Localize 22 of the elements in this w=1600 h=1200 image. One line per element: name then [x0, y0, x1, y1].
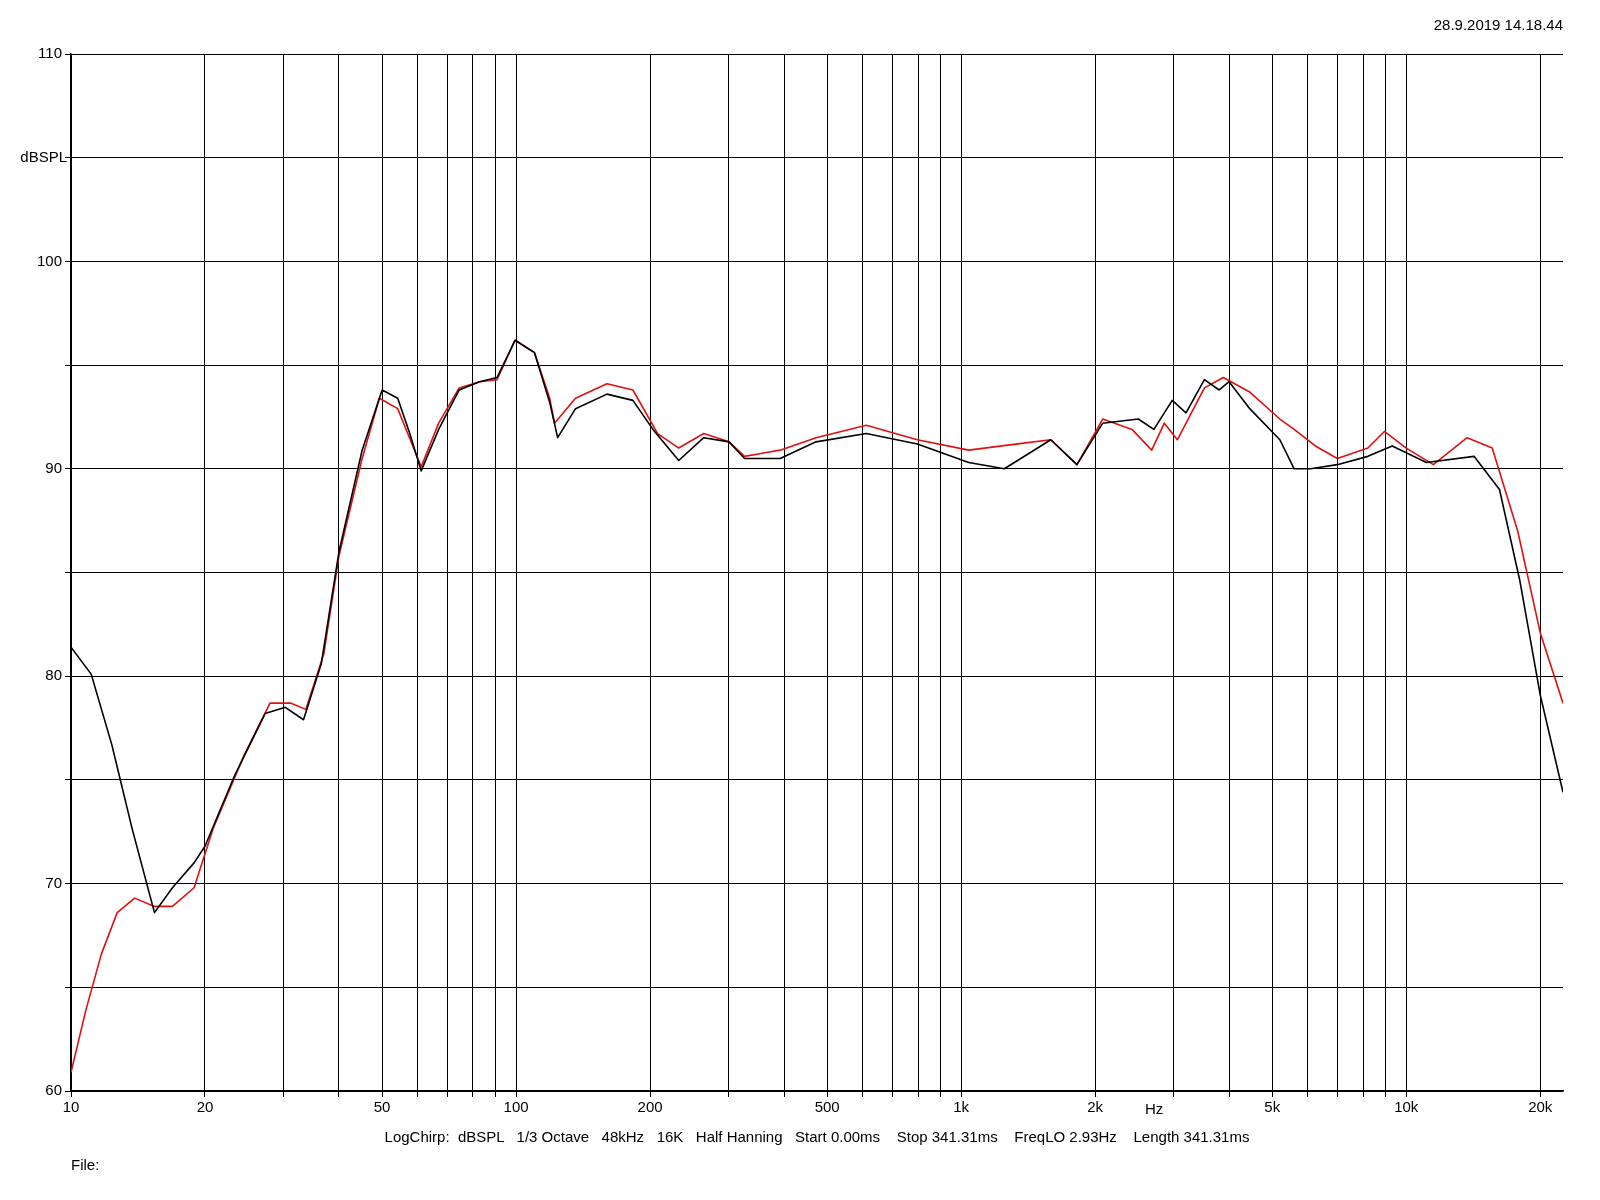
y-tick-label: 70 — [45, 873, 62, 891]
x-tick-label: 100 — [503, 1098, 529, 1116]
x-axis-title: Hz — [1145, 1100, 1164, 1118]
x-tick-label: 10k — [1394, 1098, 1419, 1116]
y-tick-label: 80 — [45, 666, 62, 684]
x-tick-label: 50 — [373, 1098, 391, 1116]
y-tick-label: 60 — [45, 1081, 62, 1099]
x-tick-label: 5k — [1264, 1098, 1281, 1116]
x-tick-label: 200 — [637, 1098, 663, 1116]
text: LogChirp: dBSPL 1/3 Octave 48kHz 16K Half Hanning Start 0.00ms Stop 341.31ms FreqLO 2.93Hz Length 341.31ms — [384, 1128, 1250, 1146]
x-tick-label: 20 — [196, 1098, 214, 1116]
y-tick-label: 110 — [38, 44, 62, 62]
x-tick-label: 10 — [62, 1098, 80, 1116]
text: File: — [71, 1156, 100, 1174]
x-tick-label: 500 — [814, 1098, 840, 1116]
x-tick-label: 1k — [953, 1098, 970, 1116]
y-axis-title: dBSPL — [20, 147, 67, 165]
text: 28.9.2019 14.18.44 — [1433, 16, 1563, 34]
x-tick-label: 2k — [1087, 1098, 1104, 1116]
y-tick-label: 100 — [36, 251, 62, 269]
x-tick-label: 20k — [1528, 1098, 1553, 1116]
y-tick-label: 90 — [45, 458, 62, 476]
